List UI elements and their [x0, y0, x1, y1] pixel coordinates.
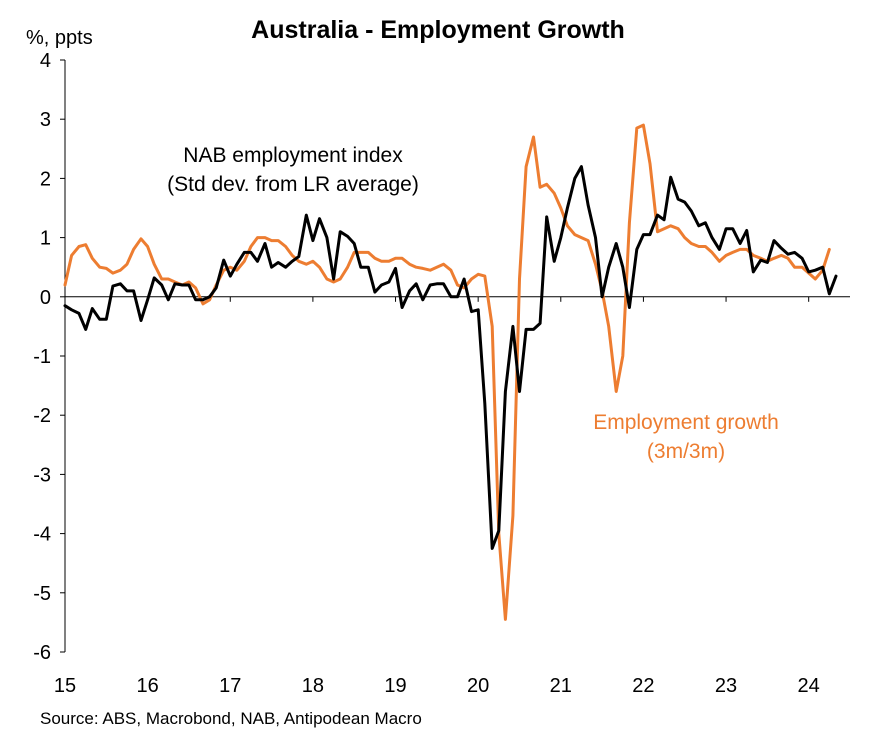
- x-tick-label: 20: [467, 675, 489, 697]
- annotation-layer: NAB employment index (Std dev. from LR av…: [167, 144, 779, 463]
- annotation-line: Employment growth: [593, 411, 779, 434]
- x-tick-label: 15: [54, 675, 76, 697]
- y-tick-label: 4: [40, 50, 51, 72]
- x-tick-label: 19: [384, 675, 406, 697]
- y-tick-label: -5: [33, 583, 51, 605]
- series-line-employment: [63, 123, 831, 621]
- y-tick-label: -4: [33, 524, 51, 546]
- annotation-line: NAB employment index: [183, 144, 403, 167]
- x-tick-label: 16: [137, 675, 159, 697]
- annotation-line: (3m/3m): [647, 440, 725, 463]
- x-tick-label: 22: [632, 675, 654, 697]
- y-tick-label: 0: [40, 287, 51, 309]
- y-tick-label: -3: [33, 464, 51, 486]
- series-line-nab: [63, 165, 838, 550]
- source-note: Source: ABS, Macrobond, NAB, Antipodean …: [40, 709, 422, 728]
- x-tick-label: 23: [715, 675, 737, 697]
- annotation-nab: NAB employment index (Std dev. from LR av…: [167, 144, 419, 196]
- annotation-employment: Employment growth (3m/3m): [593, 411, 779, 463]
- y-tick-label: 2: [40, 168, 51, 190]
- y-tick-label: 1: [40, 228, 51, 250]
- x-tick-label: 18: [302, 675, 324, 697]
- series-layer: [63, 123, 838, 621]
- y-axis-unit-label: %, ppts: [26, 27, 93, 49]
- x-tick-label: 24: [798, 675, 820, 697]
- x-tick-label: 17: [219, 675, 241, 697]
- y-tick-label: -6: [33, 642, 51, 664]
- y-tick-label: 3: [40, 109, 51, 131]
- y-tick-label: -2: [33, 405, 51, 427]
- annotation-line: (Std dev. from LR average): [167, 173, 419, 196]
- chart-title: Australia - Employment Growth: [251, 16, 625, 44]
- x-tick-label: 21: [550, 675, 572, 697]
- y-tick-label: -1: [33, 346, 51, 368]
